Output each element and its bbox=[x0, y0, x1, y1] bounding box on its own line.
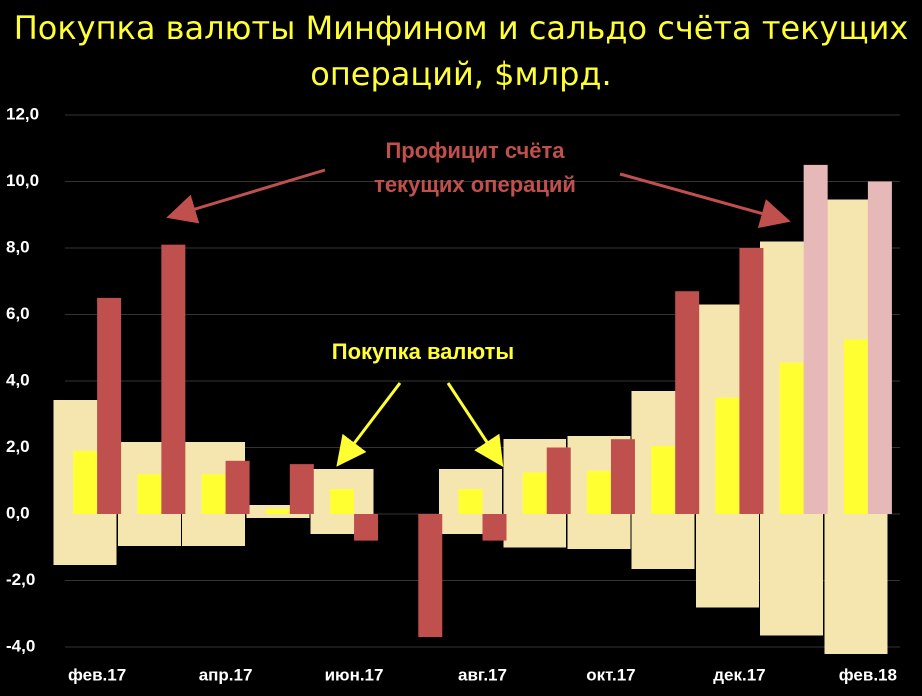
annotation: текущих операций bbox=[374, 172, 576, 197]
bar bbox=[354, 514, 379, 541]
x-tick-label: дек.17 bbox=[713, 665, 765, 684]
bar bbox=[137, 474, 162, 514]
bar bbox=[482, 514, 507, 541]
bar bbox=[586, 470, 611, 514]
chart-title: Покупка валюты Минфином и сальдо счёта т… bbox=[14, 9, 909, 47]
bar bbox=[675, 291, 700, 514]
x-tick-label: окт.17 bbox=[586, 665, 635, 684]
y-tick-label: 6,0 bbox=[6, 304, 30, 323]
arrow bbox=[619, 172, 791, 229]
y-tick-label: 8,0 bbox=[6, 237, 30, 256]
bar bbox=[330, 489, 355, 514]
bar bbox=[610, 439, 635, 514]
bar bbox=[546, 447, 571, 514]
bar bbox=[418, 514, 443, 638]
bar bbox=[97, 297, 122, 514]
bar bbox=[73, 450, 98, 514]
y-tick-label: 12,0 bbox=[6, 104, 39, 123]
bar bbox=[225, 460, 250, 514]
annotation: Покупка валюты bbox=[332, 339, 514, 364]
y-tick-label: 0,0 bbox=[6, 503, 30, 522]
x-tick-label: фев.18 bbox=[839, 665, 897, 684]
bar bbox=[715, 397, 740, 514]
x-tick-label: апр.17 bbox=[199, 665, 253, 684]
arrow bbox=[446, 382, 504, 468]
chart-title: операций, $млрд. bbox=[310, 55, 611, 93]
y-tick-label: -2,0 bbox=[6, 570, 35, 589]
y-tick-label: 10,0 bbox=[6, 171, 39, 190]
bar bbox=[803, 164, 828, 514]
bar bbox=[651, 445, 676, 514]
bar bbox=[843, 339, 868, 514]
x-tick-label: фев.17 bbox=[68, 665, 126, 684]
bar bbox=[779, 362, 804, 514]
bar bbox=[265, 509, 290, 514]
x-tick-label: авг.17 bbox=[458, 665, 507, 684]
x-tick-label: июн.17 bbox=[325, 665, 384, 684]
bar bbox=[289, 464, 314, 514]
bar bbox=[867, 181, 892, 514]
y-tick-label: -4,0 bbox=[6, 636, 35, 655]
y-tick-label: 2,0 bbox=[6, 437, 30, 456]
bar bbox=[739, 248, 764, 514]
arrow bbox=[166, 168, 326, 224]
arrow bbox=[336, 382, 402, 467]
bar bbox=[522, 472, 547, 514]
bar bbox=[458, 489, 483, 514]
bar bbox=[201, 474, 226, 514]
y-tick-label: 4,0 bbox=[6, 370, 30, 389]
bar bbox=[161, 244, 186, 515]
annotation: Профицит счёта bbox=[385, 138, 565, 163]
